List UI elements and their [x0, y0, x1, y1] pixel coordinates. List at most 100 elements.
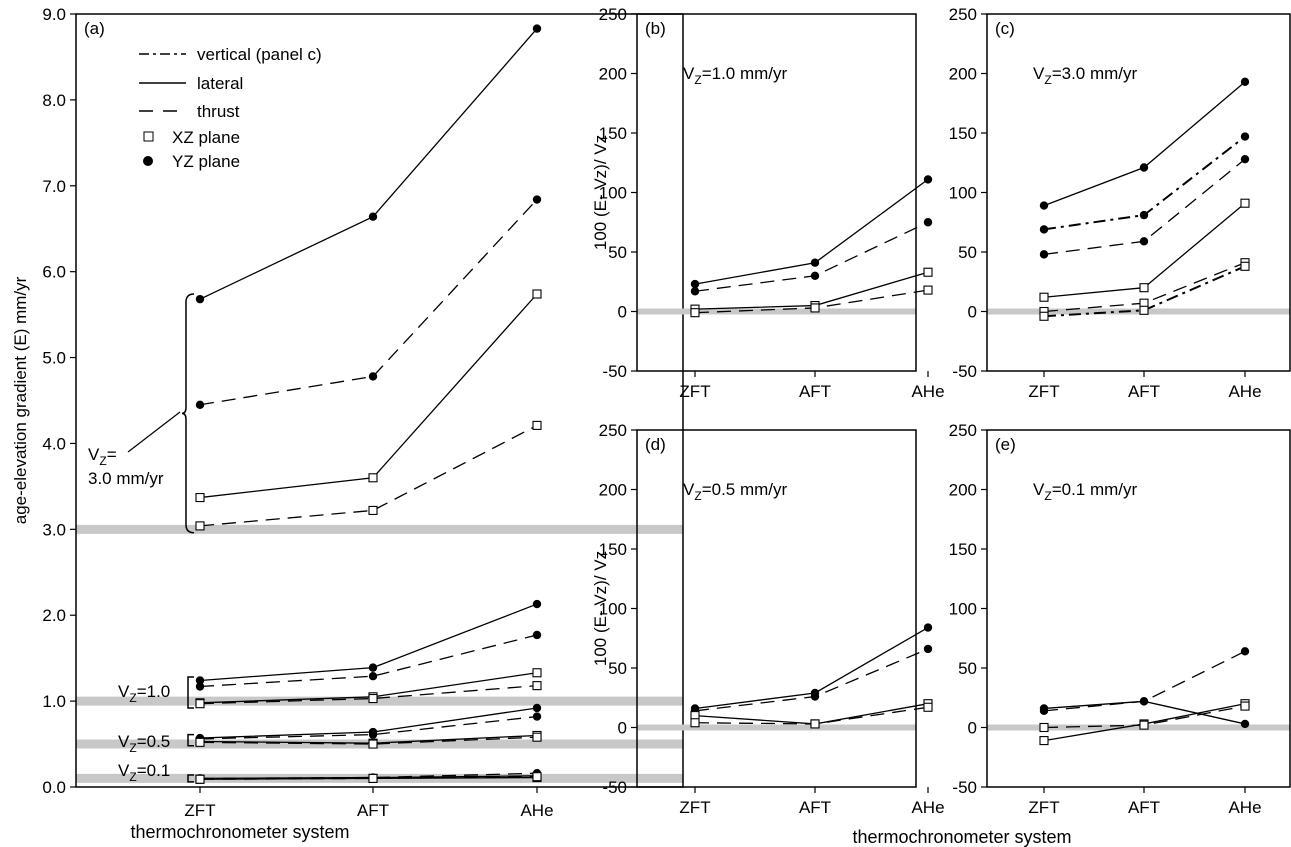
y-tick-label: 200 — [599, 65, 627, 84]
y-tick-label: 150 — [949, 124, 977, 143]
plot-frame — [75, 13, 684, 788]
x-axis-label-bottom: thermochronometer system — [852, 827, 1071, 847]
y-tick-label: 0 — [968, 719, 977, 738]
data-point-xz — [690, 308, 700, 318]
data-point-yz — [1240, 77, 1250, 87]
data-point-xz — [810, 719, 820, 729]
x-tick-label: AHe — [1228, 798, 1261, 817]
legend-circle-marker — [143, 156, 153, 166]
data-point-xz — [1039, 292, 1049, 302]
y-tick-label: 0 — [618, 303, 627, 322]
data-point-xz — [1240, 701, 1250, 711]
data-point-xz — [368, 505, 378, 515]
panel-c: -50 0 50 100 150 200 250 ZFT AFT AHe (c) VZ=3.0 mm/… — [949, 5, 1291, 401]
data-point-yz — [690, 287, 700, 296]
y-tick-label: 100 — [599, 184, 627, 203]
data-point-yz — [368, 212, 378, 221]
data-point-yz — [368, 672, 378, 681]
y-tick-label: 150 — [949, 540, 977, 559]
data-point-xz — [195, 737, 205, 747]
y-tick-label: 0 — [618, 719, 627, 738]
data-point-xz — [195, 774, 205, 784]
x-tick-label: AHe — [911, 382, 944, 401]
data-point-xz — [1139, 720, 1149, 730]
y-tick-label: 6.0 — [42, 263, 66, 282]
data-point-xz — [195, 699, 205, 709]
data-point-xz — [368, 773, 378, 783]
data-point-xz — [532, 420, 542, 430]
x-tick-label: AFT — [1128, 798, 1160, 817]
panel-subtitle: VZ=3.0 mm/yr — [1033, 64, 1138, 87]
y-tick-label: 7.0 — [42, 177, 66, 196]
group-label-vz3: VZ= — [88, 445, 117, 468]
x-tick-label: ZFT — [679, 382, 710, 401]
x-axis-label-a: thermochronometer system — [130, 822, 349, 842]
series-line — [199, 685, 538, 705]
data-point-yz — [368, 372, 378, 381]
y-tick-label: 0.0 — [42, 778, 66, 797]
y-tick-label: 200 — [949, 65, 977, 84]
data-point-yz — [1139, 210, 1149, 220]
data-point-xz — [1039, 736, 1049, 746]
panel-subtitle: VZ=1.0 mm/yr — [683, 64, 788, 87]
y-axis-label: 100 (E- Vz)/ Vz — [591, 135, 610, 250]
y-tick-label: 4.0 — [42, 434, 66, 453]
legend-label: thrust — [197, 102, 240, 121]
y-tick-label: 250 — [599, 5, 627, 24]
data-point-xz — [1240, 261, 1250, 271]
data-point-yz — [810, 692, 820, 701]
y-tick-label: 150 — [599, 540, 627, 559]
data-point-yz — [195, 682, 205, 691]
series-line — [199, 634, 538, 688]
data-point-xz — [195, 493, 205, 503]
group-label-vz: VZ=1.0 — [118, 682, 170, 705]
series-line — [694, 648, 929, 712]
y-tick-label: 5.0 — [42, 349, 66, 368]
y-tick-label: 100 — [949, 184, 977, 203]
y-tick-label: 3.0 — [42, 520, 66, 539]
y-tick-label: -50 — [952, 362, 977, 381]
y-tick-label: 50 — [608, 243, 627, 262]
y-tick-label: 2.0 — [42, 606, 66, 625]
panel-b: -50 0 50 100 150 200 250 ZFT AFT AHe (b) VZ=1.0 mm/… — [591, 5, 945, 401]
data-point-yz — [923, 218, 933, 227]
data-point-yz — [1039, 225, 1049, 234]
x-tick-label: ZFT — [1028, 382, 1059, 401]
data-point-yz — [1139, 697, 1149, 706]
x-tick-label: ZFT — [1028, 798, 1059, 817]
legend: vertical (panel c) lateral thrust XZ plane Y… — [139, 45, 322, 171]
data-point-yz — [532, 195, 542, 204]
data-point-yz — [532, 712, 542, 721]
y-tick-label: 250 — [949, 5, 977, 24]
data-point-yz — [810, 271, 820, 280]
data-point-yz — [923, 644, 933, 654]
group-bracket — [187, 676, 194, 709]
series-line — [199, 736, 538, 745]
y-tick-label: -50 — [602, 778, 627, 797]
data-point-yz — [368, 663, 378, 672]
data-point-xz — [923, 702, 933, 712]
legend-square-marker — [143, 131, 154, 142]
data-point-yz — [1240, 719, 1250, 729]
data-point-yz — [195, 400, 205, 409]
data-point-yz — [1039, 706, 1049, 716]
data-point-yz — [532, 599, 542, 609]
y-tick-label: 1.0 — [42, 692, 66, 711]
panel-letter: (a) — [84, 19, 105, 38]
series-line — [199, 424, 538, 527]
panel-subtitle: VZ=0.5 mm/yr — [683, 480, 788, 503]
series-line — [694, 221, 929, 292]
series-line — [199, 28, 538, 300]
data-point-xz — [195, 521, 205, 531]
data-point-yz — [532, 703, 542, 713]
data-point-yz — [368, 730, 378, 739]
series-line — [199, 776, 538, 780]
series-line — [199, 772, 538, 780]
y-axis-label: age-elevation gradient (E) mm/yr — [11, 276, 30, 524]
data-point-xz — [532, 289, 542, 299]
group-bracket — [187, 733, 194, 747]
data-point-yz — [195, 676, 205, 685]
group-label-vz: VZ=0.5 — [118, 732, 170, 755]
data-point-xz — [1139, 305, 1149, 315]
panel-a: 0.0 1.0 2.0 3.0 4.0 5.0 6.0 7.0 8.0 9.0 ZFT AFT AHe (… — [11, 5, 684, 820]
